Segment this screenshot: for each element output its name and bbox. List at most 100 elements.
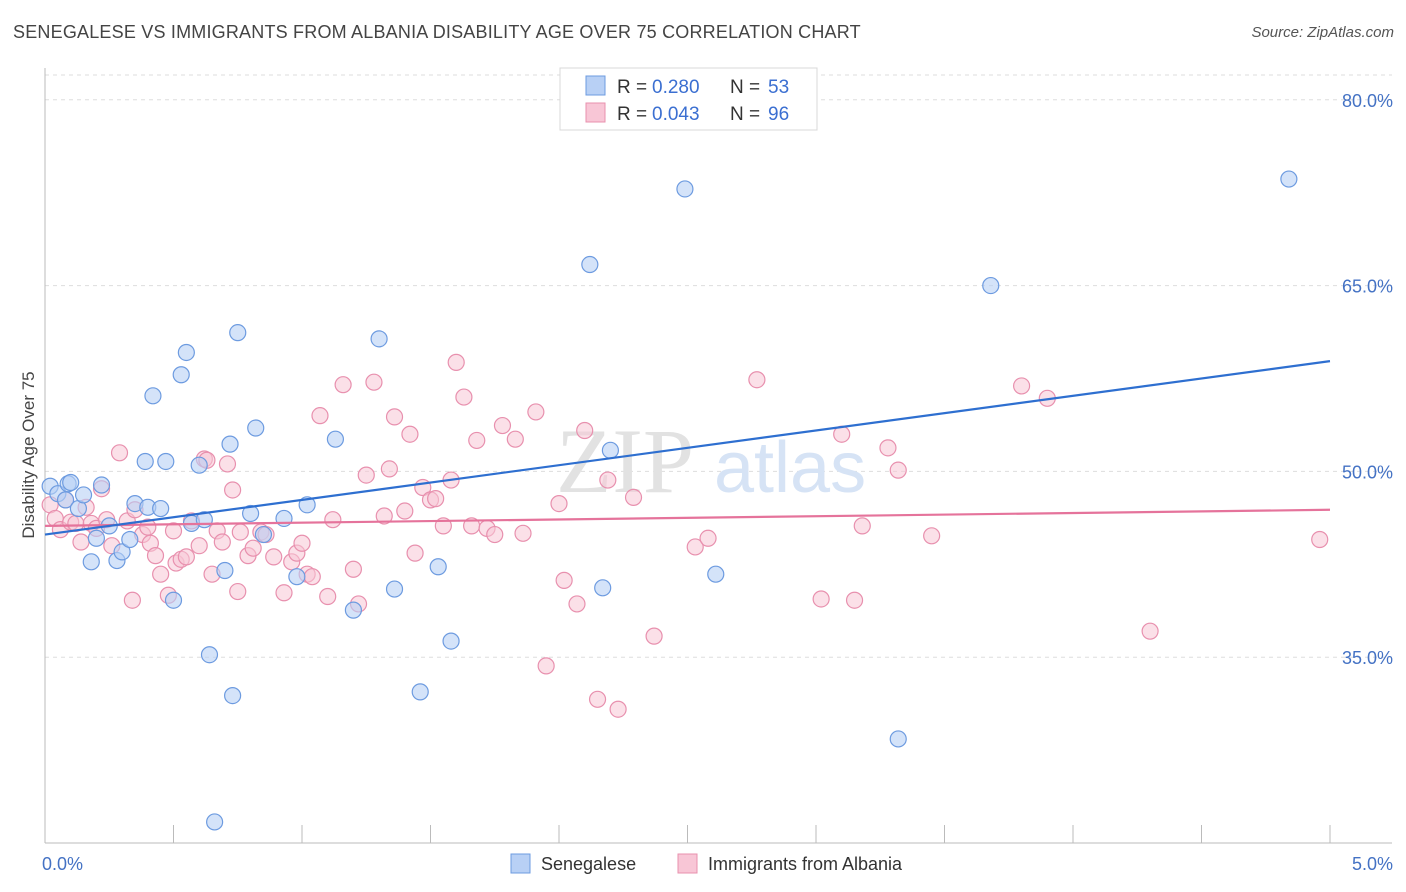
- senegalese-point: [370, 330, 388, 348]
- senegalese-point: [344, 601, 362, 619]
- senegalese-point: [157, 452, 175, 471]
- senegalese-point: [164, 591, 183, 609]
- y-tick-label: 35.0%: [1342, 648, 1393, 668]
- series-legend: Senegalese Immigrants from Albania: [510, 853, 903, 874]
- senegalese-point: [121, 530, 139, 549]
- albania-point: [190, 537, 208, 555]
- albania-point: [380, 460, 398, 478]
- albania-point: [293, 534, 311, 552]
- senegalese-point: [229, 324, 247, 342]
- albania-point: [468, 431, 486, 450]
- albania-point: [218, 455, 237, 473]
- albania-point: [923, 527, 941, 545]
- senegalese-point: [1280, 170, 1298, 188]
- senegalese-point: [172, 366, 190, 384]
- series-name-albania: Immigrants from Albania: [708, 854, 903, 874]
- series-swatch-senegalese: [510, 853, 531, 874]
- albania-trend-line: [44, 508, 1331, 527]
- albania-point: [357, 466, 375, 484]
- senegalese-point: [87, 529, 106, 547]
- albania-point: [213, 533, 231, 551]
- albania-point: [319, 587, 337, 606]
- albania-point: [599, 471, 617, 489]
- albania-point: [550, 494, 568, 513]
- albania-point: [686, 538, 704, 556]
- watermark: ZIP atlas: [556, 410, 866, 512]
- senegalese-point: [429, 558, 447, 576]
- albania-point: [1141, 622, 1159, 640]
- senegalese-points: [41, 170, 1298, 831]
- senegalese-point: [442, 632, 460, 650]
- albania-point: [365, 373, 383, 391]
- legend-n-value-2: 96: [768, 104, 789, 125]
- legend-swatch-albania: [585, 102, 606, 123]
- albania-point: [110, 444, 129, 462]
- albania-point: [224, 481, 242, 499]
- albania-point: [375, 507, 393, 525]
- senegalese-point: [136, 452, 154, 471]
- albania-point: [576, 421, 594, 440]
- albania-point: [406, 544, 424, 562]
- albania-point: [275, 584, 293, 602]
- senegalese-point: [982, 276, 1000, 295]
- albania-point: [265, 548, 283, 566]
- y-tick-label: 65.0%: [1342, 277, 1393, 297]
- senegalese-point: [221, 435, 239, 453]
- legend-n-value-1: 53: [768, 77, 789, 98]
- senegalese-point: [206, 813, 224, 831]
- albania-point: [334, 376, 352, 394]
- senegalese-point: [594, 579, 612, 597]
- albania-point: [311, 407, 329, 425]
- albania-point: [699, 529, 717, 547]
- albania-point: [493, 416, 512, 435]
- source-label: Source: ZipAtlas.com: [1251, 24, 1394, 41]
- senegalese-point: [707, 565, 725, 583]
- albania-point: [568, 595, 586, 613]
- legend-n-label-2: N =: [730, 104, 760, 125]
- legend-r-label-2: R =: [617, 104, 647, 125]
- albania-point: [152, 565, 170, 583]
- albania-point: [455, 388, 473, 406]
- series-swatch-albania: [677, 853, 698, 874]
- albania-point: [588, 690, 607, 708]
- legend-r-value-2: 0.043: [652, 104, 700, 125]
- albania-point: [624, 488, 643, 506]
- x-tick-label-min: 0.0%: [42, 854, 83, 874]
- albania-point: [427, 490, 445, 508]
- senegalese-point: [242, 504, 260, 523]
- albania-points: [41, 353, 1329, 718]
- albania-point: [527, 403, 545, 421]
- albania-point: [385, 408, 404, 426]
- albania-point: [555, 571, 573, 589]
- albania-point: [231, 523, 249, 541]
- senegalese-point: [326, 430, 345, 448]
- legend-r-value-1: 0.280: [652, 77, 700, 98]
- albania-point: [537, 657, 555, 675]
- senegalese-point: [411, 683, 429, 701]
- y-axis-label: Disability Age Over 75: [19, 371, 38, 538]
- y-tick-label: 80.0%: [1342, 91, 1393, 111]
- senegalese-point: [254, 525, 273, 544]
- albania-point: [853, 517, 871, 535]
- albania-point: [324, 511, 342, 529]
- albania-point: [229, 582, 247, 601]
- albania-point: [401, 425, 419, 443]
- senegalese-point: [152, 499, 170, 518]
- albania-point: [396, 502, 414, 520]
- albania-point: [1012, 377, 1031, 395]
- axes: 35.0% 50.0% 65.0% 80.0% 0.0% 5.0%: [42, 68, 1393, 874]
- albania-point: [486, 525, 504, 544]
- senegalese-point: [62, 473, 80, 492]
- albania-point: [72, 533, 90, 551]
- senegalese-point: [200, 646, 219, 664]
- y-tick-label: 50.0%: [1342, 462, 1393, 482]
- albania-point: [645, 627, 663, 645]
- albania-point: [447, 353, 465, 371]
- albania-point: [1311, 530, 1329, 549]
- albania-point: [879, 439, 897, 457]
- albania-point: [244, 539, 262, 557]
- albania-point: [177, 548, 195, 566]
- albania-point: [514, 524, 532, 542]
- senegalese-point: [889, 730, 907, 748]
